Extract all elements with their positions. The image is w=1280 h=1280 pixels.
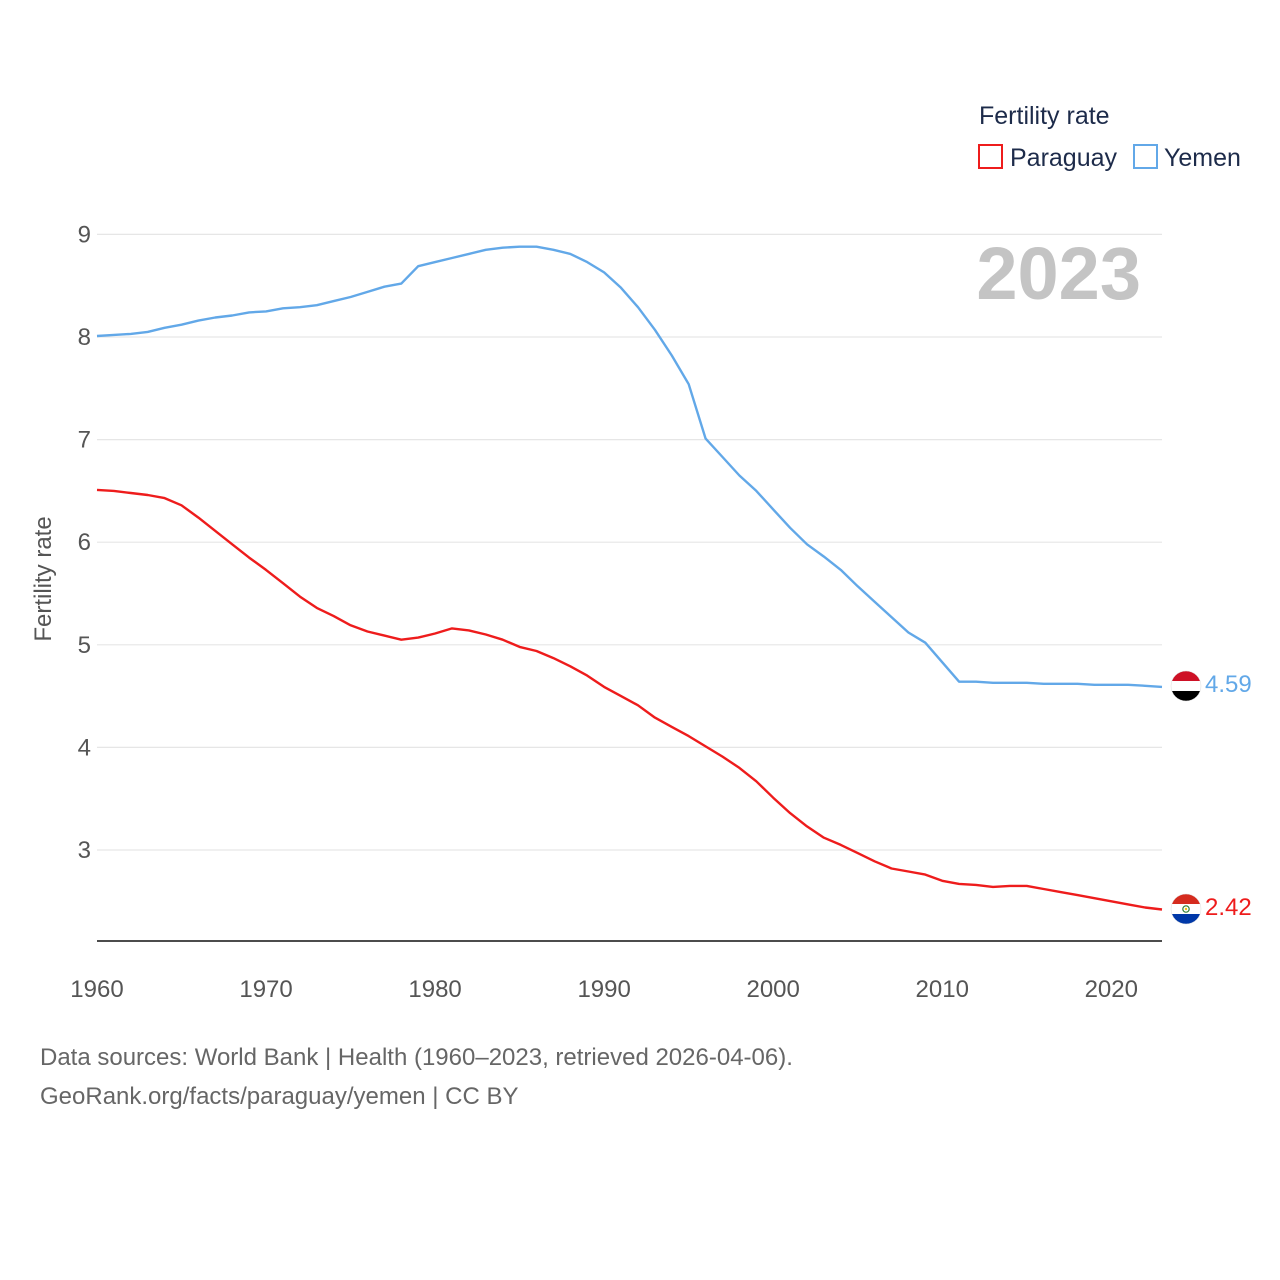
legend-label-paraguay[interactable]: Paraguay (1010, 144, 1118, 172)
data-source-note: Data sources: World Bank | Health (1960–… (40, 1044, 793, 1071)
y-axis-ticks: 3 4 5 6 7 8 9 (78, 221, 91, 864)
y-tick-label: 3 (78, 837, 91, 864)
paraguay-flag-outline (1170, 893, 1202, 925)
x-tick-label: 2000 (746, 976, 799, 1003)
x-tick-label: 2020 (1085, 976, 1138, 1003)
paraguay-end-value: 2.42 (1205, 894, 1252, 921)
series-lines (96, 245, 1163, 911)
x-tick-label: 1960 (70, 976, 123, 1003)
y-axis-title: Fertility rate (30, 516, 57, 641)
paraguay-flag-icon (1171, 894, 1201, 924)
series-line-yemen[interactable] (96, 245, 1163, 689)
yemen-end-value: 4.59 (1205, 671, 1252, 698)
credit-link[interactable]: GeoRank.org/facts/paraguay/yemen | CC BY (40, 1083, 519, 1110)
yemen-flag-icon (1171, 671, 1201, 701)
series-line-paraguay[interactable] (96, 488, 1163, 911)
y-tick-label: 8 (78, 324, 91, 351)
x-tick-label: 2010 (916, 976, 969, 1003)
y-tick-label: 5 (78, 632, 91, 659)
y-tick-label: 7 (78, 427, 91, 454)
y-tick-label: 6 (78, 529, 91, 556)
x-axis-ticks: 1960 1970 1980 1990 2000 2010 2020 (70, 976, 1138, 1003)
yemen-flag-outline (1170, 670, 1202, 702)
legend-swatch-yemen[interactable] (1133, 144, 1158, 169)
y-tick-label: 9 (78, 221, 91, 248)
year-label: 2023 (976, 232, 1141, 315)
gridlines (97, 233, 1162, 851)
legend-swatch-paraguay[interactable] (978, 144, 1003, 169)
legend-title: Fertility rate (979, 102, 1110, 130)
legend-label-yemen[interactable]: Yemen (1164, 144, 1241, 172)
y-tick-label: 4 (78, 734, 91, 761)
x-tick-label: 1980 (408, 976, 461, 1003)
x-tick-label: 1990 (577, 976, 630, 1003)
x-tick-label: 1970 (239, 976, 292, 1003)
